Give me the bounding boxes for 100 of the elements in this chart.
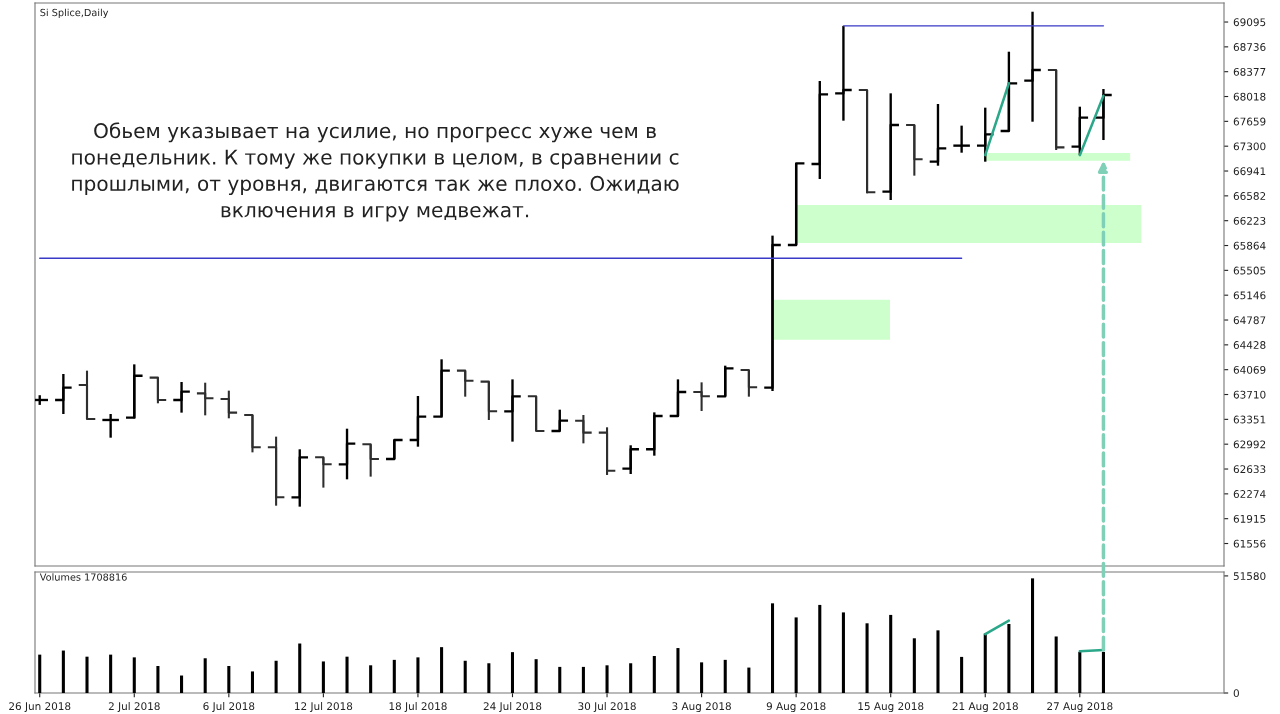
bar — [794, 617, 798, 693]
bar — [132, 657, 136, 693]
candlestick — [337, 427, 357, 481]
bar — [534, 659, 538, 693]
bar — [274, 660, 278, 693]
candlestick — [692, 381, 711, 413]
candlestick — [810, 79, 830, 181]
candlestick — [857, 88, 877, 195]
bar — [1007, 623, 1011, 693]
y-tick-label: 66223 — [1233, 216, 1266, 225]
bar — [156, 665, 160, 693]
y-tick-label: 64069 — [1233, 365, 1266, 374]
bar — [369, 665, 373, 693]
candlestick — [503, 378, 522, 443]
candlestick — [999, 50, 1019, 133]
candlestick — [833, 24, 853, 122]
candlestick — [314, 456, 333, 489]
candlestick — [266, 435, 286, 507]
candlestick — [881, 92, 901, 202]
candlestick — [455, 369, 475, 398]
x-tick-label: 6 Jul 2018 — [203, 702, 255, 713]
bar — [1054, 636, 1058, 693]
x-tick-label: 2 Jul 2018 — [108, 702, 160, 713]
candlestick — [53, 372, 73, 416]
x-tick-label: 15 Aug 2018 — [858, 702, 924, 713]
bar — [747, 667, 751, 693]
bar — [227, 665, 231, 693]
bar — [676, 648, 680, 693]
bar — [463, 660, 467, 693]
bar — [652, 656, 656, 693]
candlestick — [243, 413, 262, 454]
bar — [250, 671, 255, 693]
bar — [700, 662, 704, 693]
candlestick — [644, 411, 664, 457]
y-tick-label: 68018 — [1233, 92, 1266, 101]
candlestick — [195, 381, 215, 417]
bar — [936, 630, 940, 693]
candlestick — [574, 413, 593, 445]
candlestick — [479, 380, 499, 422]
bar — [440, 647, 444, 693]
y-tick-label: 68736 — [1233, 43, 1266, 51]
bar — [487, 663, 491, 693]
candlestick — [526, 395, 546, 433]
bar — [1078, 651, 1082, 693]
x-tick-label: 21 Aug 2018 — [952, 702, 1018, 713]
y-tick-label: 63710 — [1233, 390, 1266, 399]
y-tick-label: 62992 — [1233, 440, 1266, 449]
bar — [818, 604, 822, 693]
bar — [85, 656, 89, 693]
bar — [61, 650, 65, 693]
x-tick-label: 24 Jul 2018 — [483, 702, 542, 713]
x-tick-label: 26 Jun 2018 — [9, 702, 71, 713]
y-tick-label: 66582 — [1233, 192, 1266, 200]
bar — [321, 661, 325, 693]
y-tick-label: 67300 — [1233, 142, 1266, 151]
candlestick — [432, 358, 452, 418]
y-tick-label: 68377 — [1233, 67, 1266, 76]
bar — [416, 657, 420, 693]
candlestick — [219, 389, 239, 420]
text: Si Splice,Daily — [40, 8, 109, 19]
y-tick-label: 62633 — [1233, 465, 1266, 474]
candlestick — [621, 444, 641, 476]
candlestick — [597, 426, 617, 477]
bar — [203, 658, 207, 693]
y-tick-label: 0 — [1233, 689, 1239, 698]
y-tick-label: 65505 — [1233, 266, 1266, 275]
bar — [109, 654, 113, 693]
bar — [960, 656, 964, 693]
candlestick — [384, 438, 404, 461]
candlestick — [550, 408, 570, 433]
bar — [558, 666, 562, 693]
bar — [723, 659, 727, 693]
candlestick — [1093, 87, 1113, 142]
x-tick-label: 30 Jul 2018 — [578, 702, 636, 713]
candlestick — [739, 368, 759, 398]
y-tick-label: 66941 — [1233, 167, 1266, 176]
candlestick — [905, 123, 924, 177]
bar — [180, 675, 184, 693]
y-tick-label: 69095 — [1233, 18, 1266, 27]
x-tick-label: 3 Aug 2018 — [672, 702, 731, 713]
y-tick-label: 65864 — [1233, 241, 1266, 250]
candlestick — [952, 124, 972, 154]
candlestick — [77, 369, 97, 421]
candlestick — [361, 443, 380, 478]
x-tick-label: 18 Jul 2018 — [389, 702, 447, 713]
y-tick-label: 61556 — [1233, 539, 1266, 548]
bar — [983, 633, 987, 693]
y-tick-label: 63351 — [1233, 415, 1266, 424]
bar — [298, 643, 302, 693]
x-tick-label: 27 Aug 2018 — [1047, 702, 1113, 713]
bar — [629, 663, 633, 693]
y-tick-label: 67659 — [1233, 117, 1266, 126]
bar — [581, 666, 585, 693]
y-tick-label: 65146 — [1233, 291, 1266, 300]
bar — [865, 623, 869, 693]
bar — [1101, 651, 1105, 693]
y-tick-label: 61915 — [1233, 514, 1266, 523]
bar — [605, 665, 609, 693]
candlestick — [763, 234, 782, 393]
chart-title: Volumes 1708816 — [39, 573, 127, 581]
